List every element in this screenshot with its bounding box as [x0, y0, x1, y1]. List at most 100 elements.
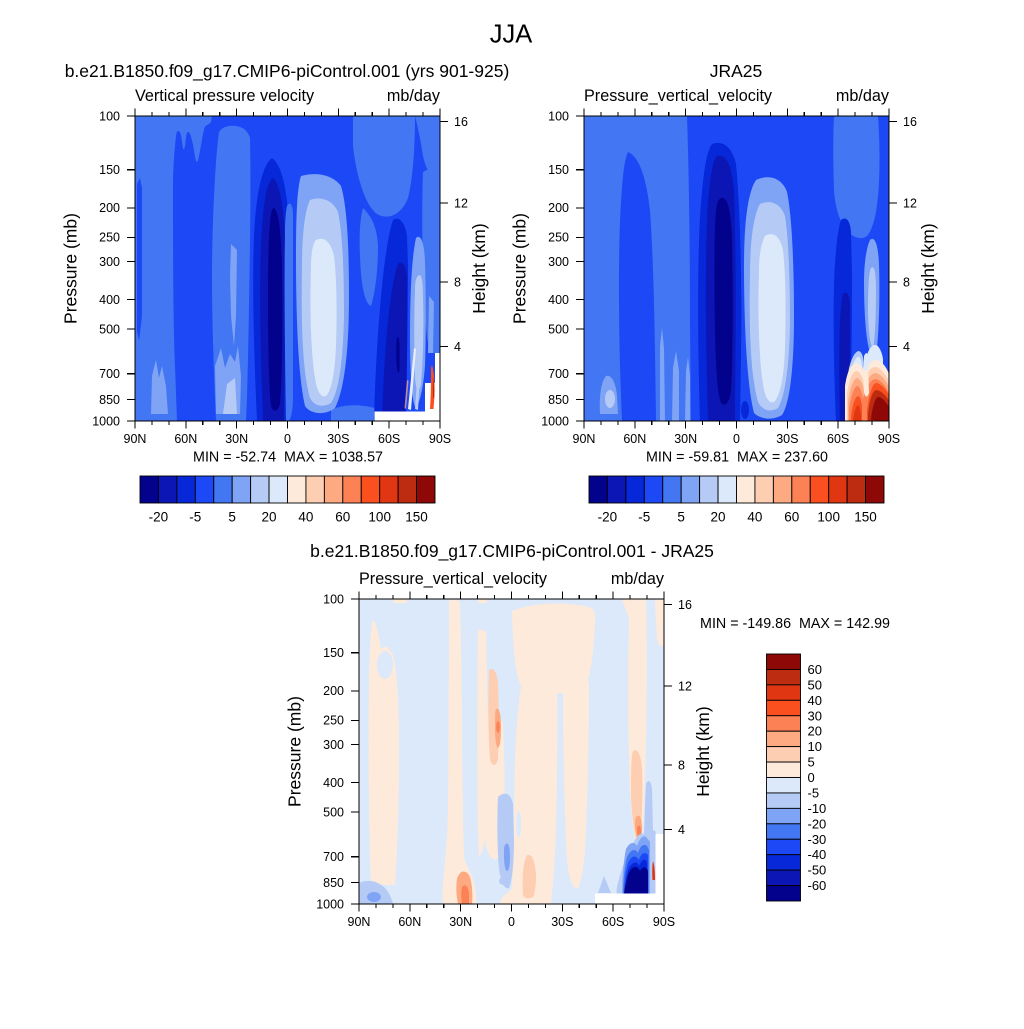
svg-text:0: 0	[284, 432, 291, 446]
svg-text:30N: 30N	[225, 432, 248, 446]
svg-text:Pressure_vertical_velocity: Pressure_vertical_velocity	[359, 570, 548, 588]
svg-text:90S: 90S	[878, 432, 900, 446]
svg-text:8: 8	[678, 758, 685, 772]
svg-text:16: 16	[454, 115, 468, 129]
svg-text:30: 30	[808, 708, 822, 723]
svg-text:150: 150	[854, 510, 877, 525]
svg-text:20: 20	[262, 510, 277, 525]
svg-text:850: 850	[99, 393, 120, 407]
svg-text:-20: -20	[149, 510, 169, 525]
svg-text:40: 40	[298, 510, 313, 525]
svg-text:100: 100	[99, 109, 120, 123]
svg-text:100: 100	[368, 510, 391, 525]
svg-text:8: 8	[454, 275, 461, 289]
svg-text:MIN = -52.74 MAX = 1038.57: MIN = -52.74 MAX = 1038.57	[193, 450, 383, 466]
svg-text:Pressure_vertical_velocity: Pressure_vertical_velocity	[584, 87, 773, 105]
svg-text:-60: -60	[808, 878, 827, 893]
svg-text:60N: 60N	[623, 432, 646, 446]
svg-text:Pressure (mb): Pressure (mb)	[61, 213, 81, 324]
svg-text:mb/day: mb/day	[836, 87, 890, 105]
svg-text:700: 700	[548, 367, 569, 381]
svg-text:mb/day: mb/day	[387, 87, 441, 105]
svg-text:60: 60	[808, 662, 822, 677]
svg-text:12: 12	[678, 679, 692, 693]
svg-text:-10: -10	[808, 801, 827, 816]
svg-text:mb/day: mb/day	[611, 570, 665, 588]
svg-text:4: 4	[454, 340, 461, 354]
svg-text:-50: -50	[808, 863, 827, 878]
svg-text:850: 850	[548, 393, 569, 407]
svg-text:20: 20	[808, 724, 822, 739]
svg-text:150: 150	[323, 646, 344, 660]
svg-text:200: 200	[99, 201, 120, 215]
svg-text:Pressure (mb): Pressure (mb)	[285, 696, 305, 807]
svg-text:200: 200	[548, 201, 569, 215]
svg-text:60S: 60S	[602, 915, 624, 929]
svg-text:300: 300	[99, 255, 120, 269]
svg-text:100: 100	[817, 510, 840, 525]
svg-text:400: 400	[99, 293, 120, 307]
svg-text:MIN = -149.86 MAX = 142.99: MIN = -149.86 MAX = 142.99	[700, 616, 890, 632]
svg-text:60N: 60N	[398, 915, 421, 929]
svg-text:5: 5	[808, 755, 815, 770]
svg-text:1000: 1000	[316, 897, 344, 911]
svg-text:4: 4	[903, 340, 910, 354]
svg-text:8: 8	[903, 275, 910, 289]
svg-text:40: 40	[747, 510, 762, 525]
svg-text:300: 300	[323, 738, 344, 752]
svg-text:20: 20	[711, 510, 726, 525]
svg-text:250: 250	[548, 231, 569, 245]
svg-text:700: 700	[99, 367, 120, 381]
svg-text:JJA: JJA	[490, 21, 533, 49]
svg-text:-40: -40	[808, 847, 827, 862]
svg-text:150: 150	[405, 510, 428, 525]
svg-text:400: 400	[548, 293, 569, 307]
svg-text:1000: 1000	[92, 414, 120, 428]
svg-text:90S: 90S	[429, 432, 451, 446]
svg-text:1000: 1000	[541, 414, 569, 428]
svg-text:60N: 60N	[174, 432, 197, 446]
svg-text:30S: 30S	[776, 432, 798, 446]
svg-text:200: 200	[323, 684, 344, 698]
svg-text:b.e21.B1850.f09_g17.CMIP6-piCo: b.e21.B1850.f09_g17.CMIP6-piControl.001 …	[310, 541, 714, 562]
svg-text:90N: 90N	[348, 915, 371, 929]
svg-text:100: 100	[323, 592, 344, 606]
svg-text:500: 500	[323, 805, 344, 819]
svg-text:90N: 90N	[573, 432, 596, 446]
svg-text:-5: -5	[808, 785, 820, 800]
svg-text:-30: -30	[808, 832, 827, 847]
svg-text:60: 60	[335, 510, 350, 525]
svg-text:90S: 90S	[653, 915, 675, 929]
svg-text:150: 150	[99, 163, 120, 177]
svg-text:60S: 60S	[378, 432, 400, 446]
svg-text:0: 0	[733, 432, 740, 446]
svg-text:500: 500	[99, 322, 120, 336]
svg-text:850: 850	[323, 876, 344, 890]
svg-text:12: 12	[903, 196, 917, 210]
svg-text:10: 10	[808, 739, 822, 754]
svg-text:400: 400	[323, 776, 344, 790]
svg-text:12: 12	[454, 196, 468, 210]
svg-text:90N: 90N	[124, 432, 147, 446]
svg-text:JRA25: JRA25	[710, 61, 763, 81]
svg-text:60S: 60S	[827, 432, 849, 446]
svg-text:Height (km): Height (km)	[693, 706, 713, 796]
svg-text:b.e21.B1850.f09_g17.CMIP6-piCo: b.e21.B1850.f09_g17.CMIP6-piControl.001 …	[65, 61, 510, 82]
svg-text:50: 50	[808, 677, 822, 692]
svg-text:0: 0	[808, 770, 815, 785]
svg-text:30S: 30S	[551, 915, 573, 929]
svg-text:5: 5	[228, 510, 236, 525]
svg-text:Pressure (mb): Pressure (mb)	[510, 213, 530, 324]
svg-text:MIN = -59.81 MAX = 237.60: MIN = -59.81 MAX = 237.60	[646, 450, 828, 466]
svg-text:16: 16	[678, 598, 692, 612]
svg-text:500: 500	[548, 322, 569, 336]
svg-text:-20: -20	[598, 510, 618, 525]
svg-text:0: 0	[508, 915, 515, 929]
svg-text:40: 40	[808, 693, 822, 708]
svg-text:-5: -5	[189, 510, 201, 525]
svg-text:Height (km): Height (km)	[469, 223, 489, 313]
svg-text:16: 16	[903, 115, 917, 129]
svg-text:150: 150	[548, 163, 569, 177]
svg-text:Vertical pressure velocity: Vertical pressure velocity	[135, 87, 315, 105]
svg-text:-5: -5	[638, 510, 650, 525]
